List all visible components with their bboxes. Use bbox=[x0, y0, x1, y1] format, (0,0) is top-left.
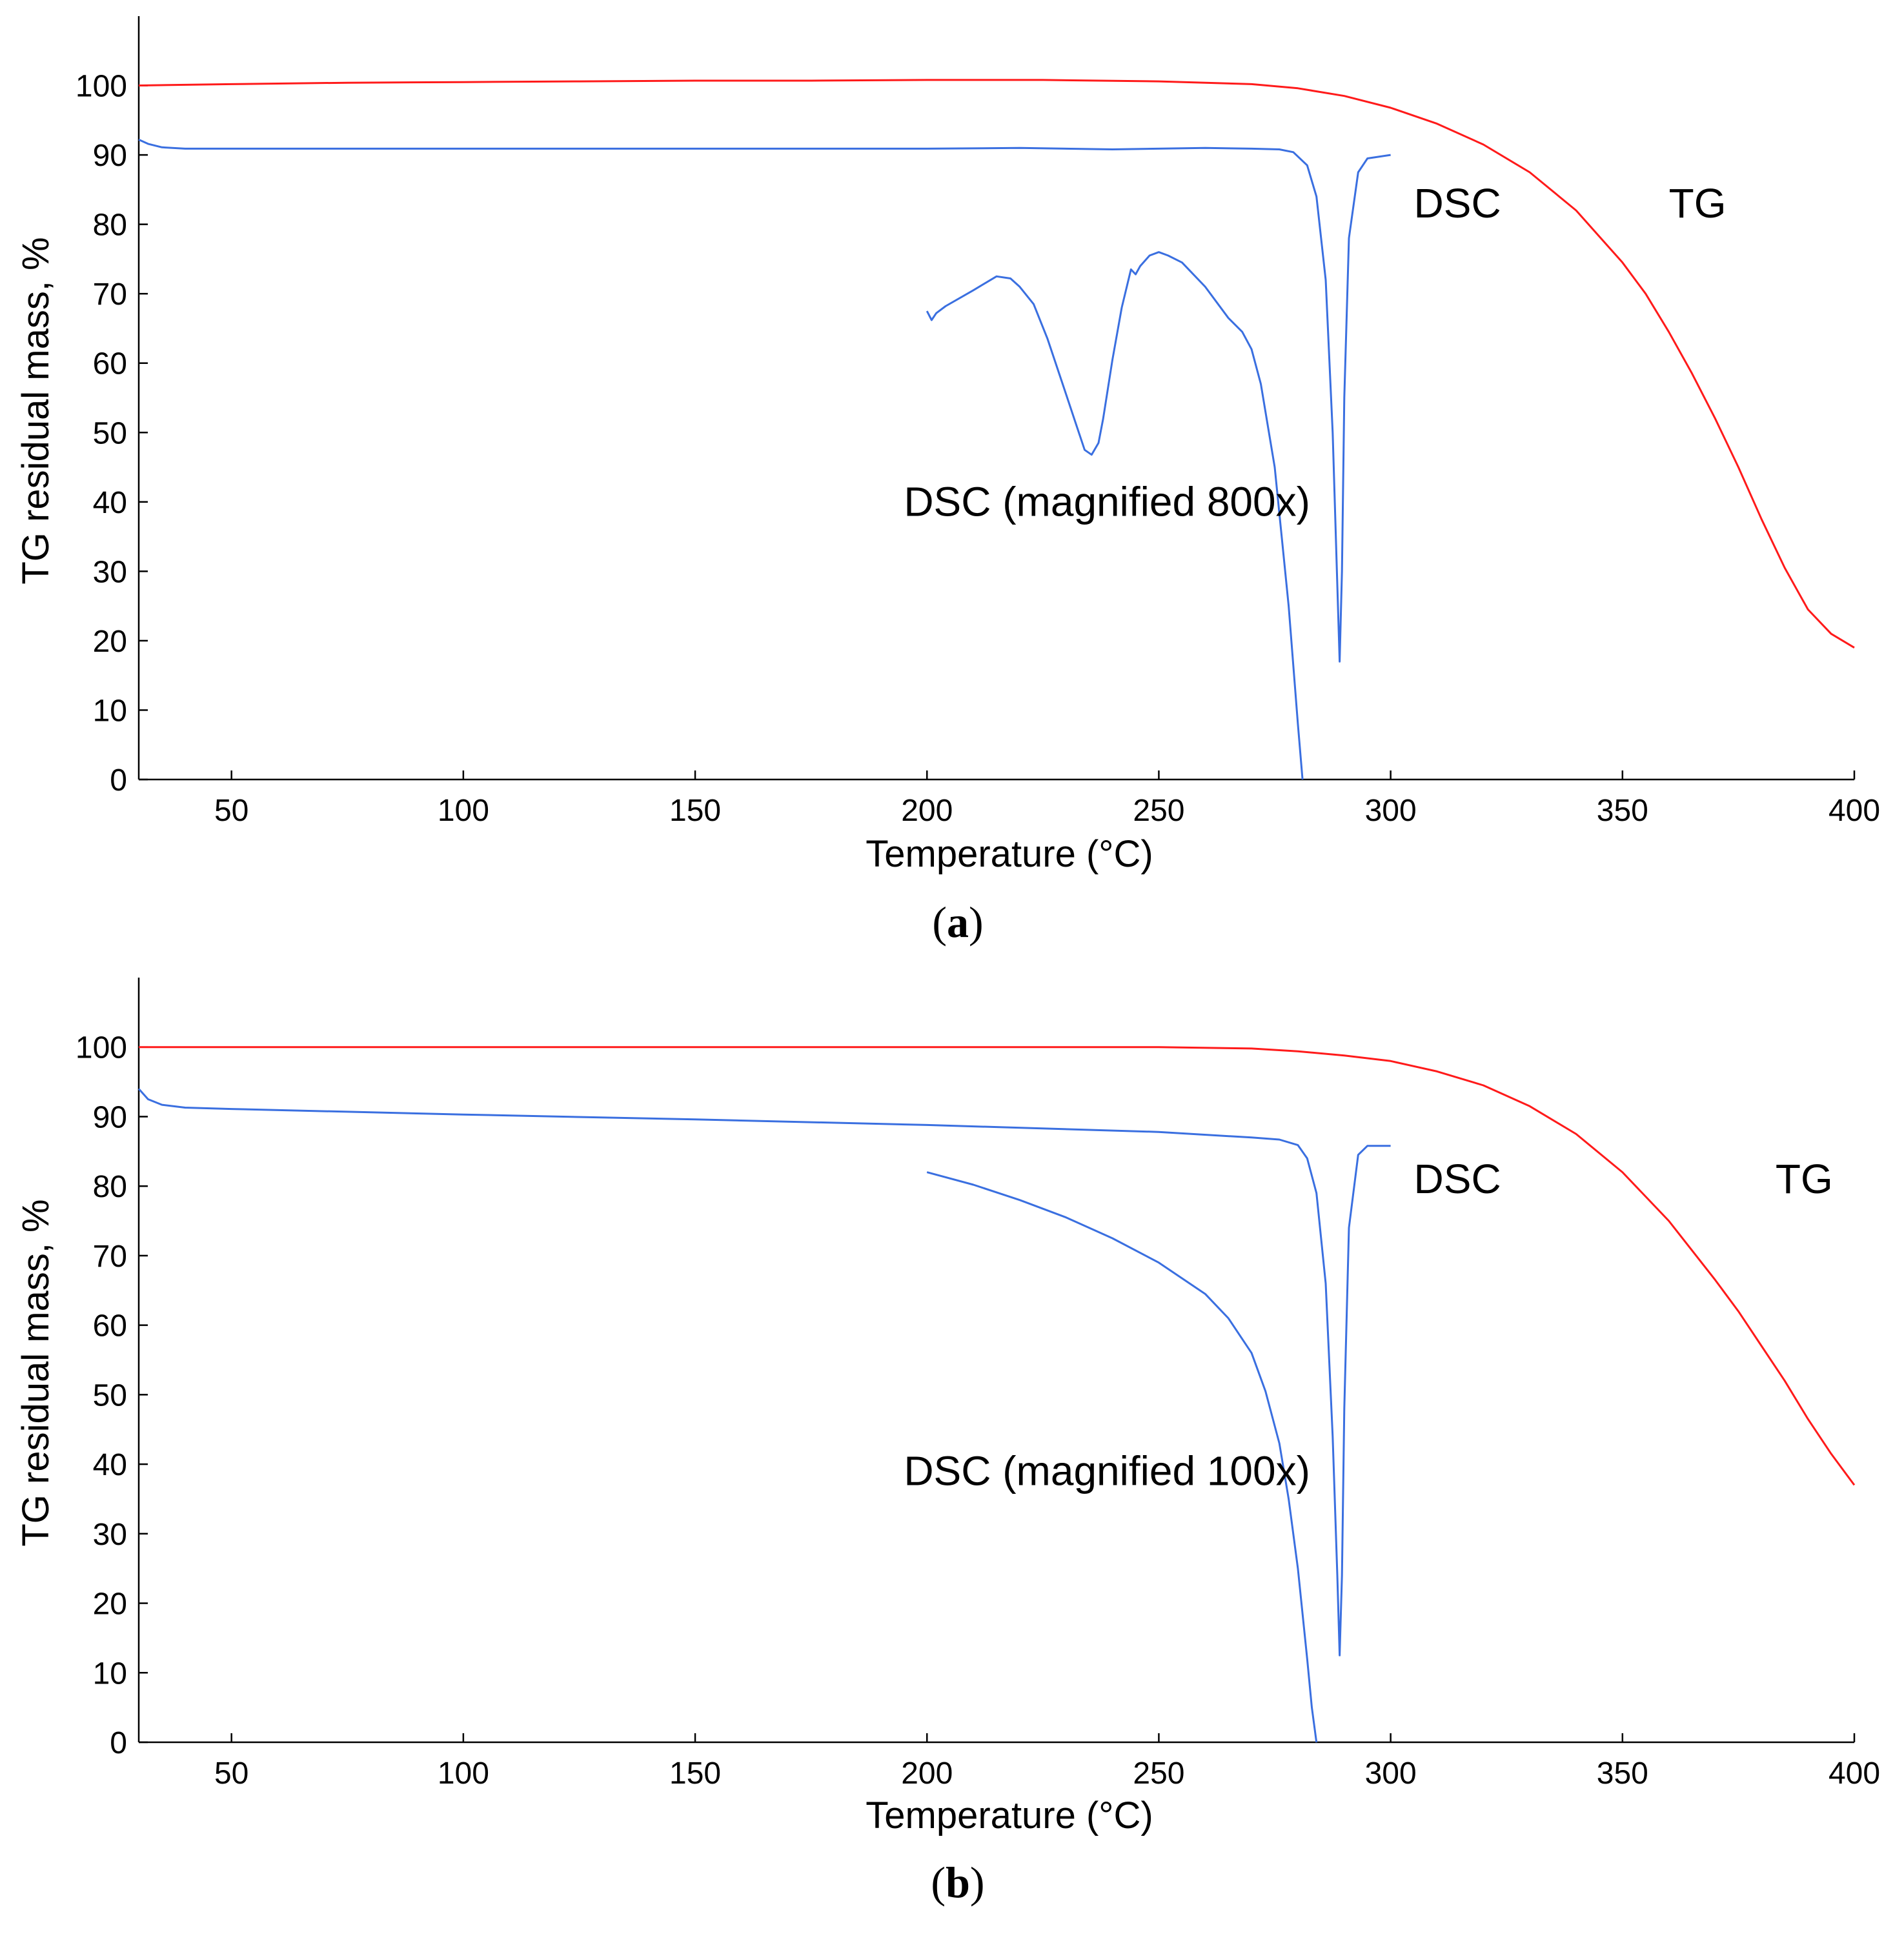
y-tick-label: 40 bbox=[93, 1448, 127, 1482]
panel-label: b bbox=[946, 1858, 970, 1907]
y-tick-label: 60 bbox=[93, 347, 127, 381]
x-tick-label: 150 bbox=[669, 794, 721, 828]
annotation-label: DSC bbox=[1414, 1156, 1501, 1202]
x-tick-label: 250 bbox=[1133, 1756, 1184, 1791]
y-tick-label: 0 bbox=[110, 763, 127, 798]
chart-panel-a: 0 10 20 30 40 50 60 70 80 90 100 50 100 150 200 250 300 3… bbox=[15, 16, 1880, 947]
y-tick-label: 20 bbox=[93, 625, 127, 659]
y-tick-label: 10 bbox=[93, 694, 127, 728]
y-tick-label: 40 bbox=[93, 486, 127, 520]
x-axis-label: Temperature (°C) bbox=[866, 1795, 1153, 1836]
x-tick-label: 100 bbox=[438, 1756, 489, 1791]
x-tick-label: 50 bbox=[214, 794, 248, 828]
annotation-label: DSC (magnified 800x) bbox=[904, 478, 1310, 525]
y-tick-label: 100 bbox=[76, 1031, 127, 1065]
y-axis-label: TG residual mass, % bbox=[15, 237, 57, 584]
x-tick-label: 350 bbox=[1597, 794, 1648, 828]
annotation-label: TG bbox=[1776, 1156, 1833, 1202]
series-line-dsc-magnified-800x bbox=[926, 251, 1304, 780]
x-tick-label: 350 bbox=[1597, 1756, 1648, 1791]
series-line-tg bbox=[138, 79, 1855, 649]
y-tick-label: 50 bbox=[93, 416, 127, 450]
x-tick-label: 50 bbox=[214, 1756, 248, 1791]
y-tick-label: 90 bbox=[93, 1100, 127, 1134]
y-tick-label: 30 bbox=[93, 555, 127, 589]
series-line-dsc-magnified-100x bbox=[926, 1171, 1318, 1743]
x-tick-label: 150 bbox=[669, 1756, 721, 1791]
y-tick-label: 0 bbox=[110, 1726, 127, 1760]
y-tick-label: 30 bbox=[93, 1518, 127, 1552]
annotation-label: DSC (magnified 100x) bbox=[904, 1447, 1310, 1494]
annotation-label: TG bbox=[1669, 180, 1727, 226]
y-tick-label: 70 bbox=[93, 277, 127, 312]
y-tick-label: 50 bbox=[93, 1378, 127, 1413]
y-tick-label: 90 bbox=[93, 139, 127, 173]
x-tick-label: 250 bbox=[1133, 794, 1184, 828]
y-tick-label: 60 bbox=[93, 1309, 127, 1343]
panel-label: a bbox=[947, 898, 969, 947]
panel-caption: (a) bbox=[932, 898, 983, 947]
y-axis-label: TG residual mass, % bbox=[15, 1199, 57, 1546]
x-axis-label: Temperature (°C) bbox=[866, 833, 1153, 875]
x-tick-label: 300 bbox=[1365, 794, 1417, 828]
series-line-tg bbox=[139, 1046, 1856, 1486]
y-tick-label: 20 bbox=[93, 1587, 127, 1622]
y-tick-label: 10 bbox=[93, 1656, 127, 1691]
y-tick-label: 100 bbox=[76, 70, 127, 104]
x-tick-label: 400 bbox=[1828, 794, 1880, 828]
series-line-dsc bbox=[138, 139, 1391, 663]
chart-panel-b: 0 10 20 30 40 50 60 70 80 90 100 50 100 150 200 250 300 3… bbox=[15, 978, 1880, 1907]
y-tick-label: 70 bbox=[93, 1240, 127, 1274]
y-tick-label: 80 bbox=[93, 1170, 127, 1204]
series-line-dsc bbox=[137, 1088, 1391, 1656]
y-tick-label: 80 bbox=[93, 208, 127, 243]
x-tick-label: 400 bbox=[1828, 1756, 1880, 1791]
x-tick-label: 300 bbox=[1365, 1756, 1417, 1791]
x-tick-label: 100 bbox=[438, 794, 489, 828]
panel-caption: (b) bbox=[931, 1858, 984, 1907]
x-tick-label: 200 bbox=[901, 1756, 953, 1791]
annotation-label: DSC bbox=[1414, 180, 1501, 226]
x-tick-label: 200 bbox=[901, 794, 953, 828]
